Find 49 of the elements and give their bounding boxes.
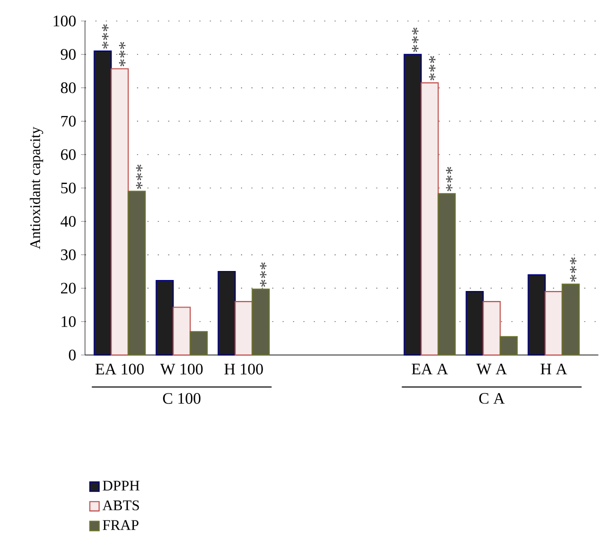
x-tick-label: H 100 (224, 364, 263, 374)
bar (420, 82, 439, 356)
bar (528, 274, 546, 356)
annotation: *** (136, 164, 142, 189)
bar (466, 290, 484, 356)
annotation: *** (412, 28, 418, 52)
bar (482, 300, 501, 356)
annotation: *** (260, 262, 266, 287)
y-tick-label: 40 (60, 216, 76, 227)
x-tick-label: H A (540, 364, 568, 374)
bar (128, 190, 146, 356)
x-tick-label: EA A (412, 364, 448, 374)
x-tick-label: W A (476, 364, 507, 374)
bar (156, 280, 174, 356)
annotation: *** (102, 24, 108, 49)
annotation: *** (119, 42, 126, 66)
bar (218, 270, 236, 356)
y-tick-label: 10 (62, 316, 76, 327)
y-axis-title: Antioxidant capacity (30, 126, 44, 250)
y-tick-label: 60 (60, 149, 76, 160)
bar (544, 290, 563, 356)
bar (500, 336, 518, 356)
y-tick-label: 20 (61, 282, 76, 294)
bar (94, 50, 112, 356)
bar (234, 300, 253, 356)
bar (252, 288, 270, 356)
legend-label: FRAP (102, 520, 138, 530)
bar (190, 331, 208, 356)
legend-label: DPPH (102, 480, 140, 490)
x-tick-label: EA 100 (96, 364, 144, 374)
bar (438, 193, 456, 356)
bar (110, 68, 129, 356)
bar (562, 284, 580, 356)
bar (404, 54, 422, 356)
y-tick-label: 30 (61, 249, 76, 260)
y-tick-label: 90 (60, 48, 76, 60)
bar (172, 306, 191, 356)
y-tick-label: 0 (68, 350, 76, 360)
y-tick-label: 70 (61, 116, 76, 127)
annotation: *** (429, 56, 436, 80)
text: C 100 (163, 392, 200, 404)
y-tick-label: 50 (61, 182, 76, 194)
legend-label: ABTS (102, 500, 139, 510)
x-tick-label: W 100 (160, 364, 203, 375)
annotation: *** (446, 166, 452, 192)
text: C A (479, 392, 505, 404)
annotation: *** (570, 257, 576, 282)
y-tick-label: 80 (60, 82, 76, 94)
y-tick-label: 100 (54, 16, 76, 26)
